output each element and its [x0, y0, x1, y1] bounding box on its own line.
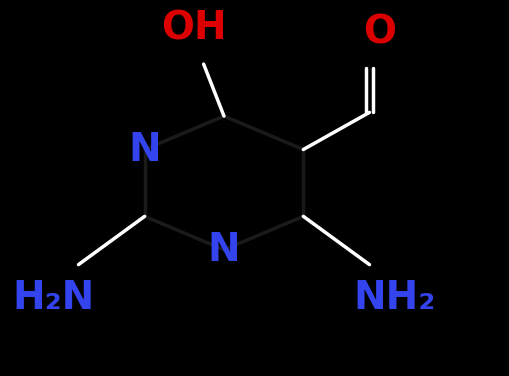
Text: N: N: [208, 231, 240, 269]
Text: N: N: [128, 130, 161, 168]
Text: OH: OH: [161, 9, 227, 47]
Text: O: O: [363, 13, 396, 51]
Text: NH₂: NH₂: [354, 279, 436, 317]
Text: H₂N: H₂N: [12, 279, 94, 317]
